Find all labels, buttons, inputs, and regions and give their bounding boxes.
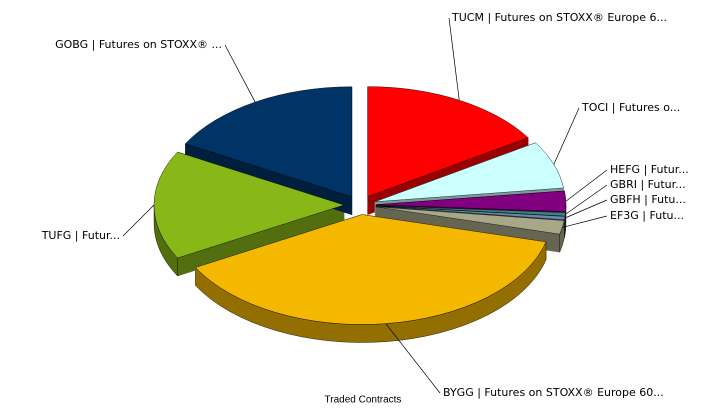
pie-tops <box>153 86 567 325</box>
slice <box>195 214 547 325</box>
leader-line <box>562 215 608 228</box>
slice <box>375 205 566 217</box>
slice-label: BYGG | Futures on STOXX® Europe 60... <box>443 386 664 399</box>
slice <box>375 190 567 212</box>
leader-line <box>565 184 608 215</box>
slice-label: TUCM | Futures on STOXX® Europe 6... <box>451 11 667 24</box>
slice-label: GBFH | Futu... <box>610 193 686 206</box>
leader-line <box>553 107 580 165</box>
leader-line <box>565 169 608 202</box>
slice <box>375 205 566 221</box>
slice-label: TOCI | Futures o... <box>581 101 680 114</box>
labels: TUCM | Futures on STOXX® Europe 6... TOCI… <box>41 11 689 399</box>
leader-line <box>564 199 608 219</box>
slice <box>153 151 345 259</box>
leader-line <box>385 323 441 394</box>
leader-line <box>122 204 155 237</box>
slice-label: GBRI | Futur... <box>610 178 686 191</box>
slice-label: GOBG | Futures on STOXX® ... <box>55 38 222 51</box>
slice-label: TUFG | Futur... <box>41 229 120 242</box>
slice-label: HEFG | Futur... <box>610 163 689 176</box>
slice <box>375 206 565 235</box>
slice-label: EF3G | Futu... <box>610 209 684 222</box>
slice <box>367 86 529 197</box>
leader-line <box>448 17 460 101</box>
chart-title: Traded Contracts <box>325 395 402 406</box>
leader-line <box>224 44 256 103</box>
